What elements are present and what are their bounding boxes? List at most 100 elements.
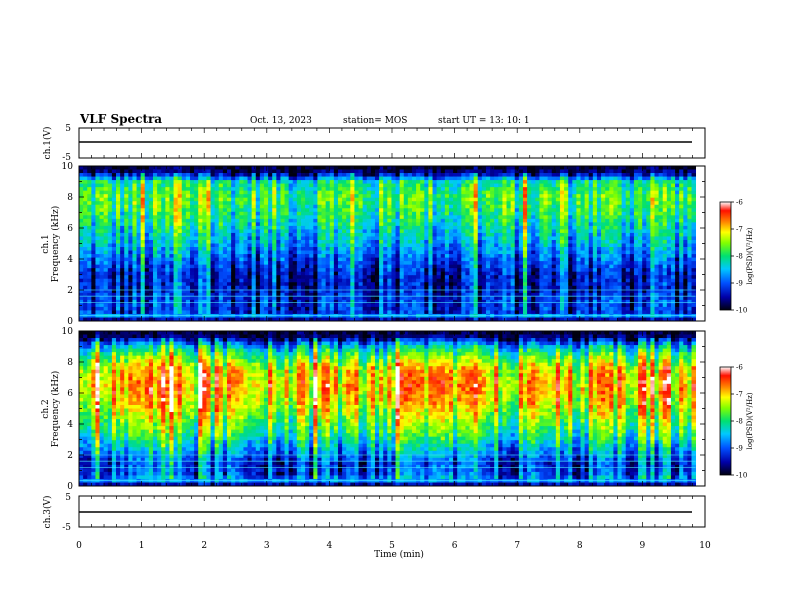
spectrogram-cell [370, 254, 376, 258]
spectrogram-cell [432, 243, 438, 248]
spectrogram-cell [424, 187, 429, 192]
spectrogram-cell [185, 278, 191, 283]
spectrogram-cell [662, 229, 668, 234]
spectrogram-cell [555, 278, 561, 283]
spectrogram-cell [185, 257, 191, 262]
spectrogram-cell [654, 208, 660, 213]
spectrogram-cell [276, 250, 281, 255]
spectrogram-cell [522, 243, 528, 248]
spectrogram-cell [239, 243, 244, 248]
spectrogram-cell [103, 282, 109, 287]
spectrogram-cell [547, 239, 553, 244]
spectrogram-cell [346, 232, 351, 237]
spectrogram-cell [633, 204, 639, 209]
spectrogram-cell [235, 211, 240, 216]
spectrogram-cell [120, 282, 125, 287]
spectrogram-cell [584, 225, 590, 230]
spectrogram-cell [601, 257, 606, 262]
spectrogram-cell [325, 183, 331, 188]
spectrogram-cell [313, 271, 318, 276]
spectrogram-cell [144, 264, 150, 269]
spectrogram-cell [448, 264, 454, 269]
spectrogram-cell [407, 254, 413, 258]
spectrogram-cell [210, 197, 216, 202]
spectrogram-cell [654, 232, 660, 237]
spectrogram-cell [305, 204, 310, 209]
spectrogram-cell [407, 257, 413, 262]
spectrogram-cell [157, 243, 162, 248]
spectrogram-cell [79, 243, 84, 248]
spectrogram-cell [592, 247, 598, 251]
spectrogram-cell [185, 232, 191, 237]
spectrogram-cell [420, 275, 425, 280]
spectrogram-cell [333, 264, 339, 269]
spectrogram-cell [531, 257, 536, 262]
spectrogram-cell [107, 201, 113, 206]
spectrogram-cell [136, 218, 142, 223]
spectrogram-cell [605, 243, 610, 248]
spectrogram-cell [251, 194, 257, 199]
spectrogram-cell [379, 247, 384, 251]
spectrogram-cell [226, 257, 232, 262]
spectrogram-cell [181, 166, 187, 170]
spectrogram-cell [428, 187, 433, 192]
spectrogram-cell [646, 187, 651, 192]
spectrogram-cell [144, 229, 150, 234]
spectrogram-cell [263, 218, 269, 223]
spectrogram-cell [95, 254, 100, 258]
spectrogram-cell [185, 169, 191, 174]
spectrogram-cell [633, 247, 639, 251]
spectrogram-cell [514, 275, 520, 280]
spectrogram-cell [592, 169, 598, 174]
spectrogram-cell [440, 201, 446, 206]
spectrogram-cell [457, 166, 462, 170]
spectrogram-cell [453, 232, 458, 237]
spectrogram-cell [625, 225, 631, 230]
spectrogram-cell [691, 271, 697, 276]
spectrogram-cell [185, 222, 191, 227]
spectrogram-cell [247, 275, 253, 280]
spectrogram-cell [120, 194, 125, 199]
spectrogram-cell [243, 236, 248, 241]
spectrogram-cell [514, 261, 520, 266]
spectrogram-cell [366, 275, 372, 280]
spectrogram-cell [169, 218, 174, 223]
spectrogram-cell [136, 225, 142, 230]
spectrogram-cell [576, 247, 581, 251]
spectrogram-cell [226, 271, 232, 276]
spectrogram-cell [321, 173, 327, 177]
spectrogram-cell [609, 271, 614, 276]
spectrogram-cell [255, 173, 261, 177]
spectrogram-cell [675, 268, 680, 273]
spectrogram-cell [346, 243, 351, 248]
spectrogram-cell [675, 264, 680, 269]
spectrogram-cell [284, 190, 290, 195]
spectrogram-cell [679, 275, 684, 280]
spectrogram-cell [214, 222, 220, 227]
spectrogram-cell [539, 229, 544, 234]
spectrogram-cell [621, 239, 627, 244]
spectrogram-cell [473, 268, 479, 273]
spectrogram-cell [572, 225, 577, 230]
spectrogram-cell [424, 173, 429, 177]
spectrogram-cell [383, 239, 388, 244]
spectrogram-cell [424, 201, 429, 206]
spectrogram-cell [642, 264, 647, 269]
spectrogram-cell [218, 275, 224, 280]
spectrogram-cell [629, 236, 635, 241]
spectrogram-cell [288, 180, 294, 185]
spectrogram-cell [169, 257, 174, 262]
spectrogram-cell [239, 225, 244, 230]
spectrogram-cell [411, 176, 417, 181]
spectrogram-cell [580, 236, 586, 241]
spectrogram-cell [305, 194, 310, 199]
spectrogram-cell [387, 183, 392, 188]
spectrogram-cell [350, 250, 355, 255]
spectrogram-cell [239, 201, 244, 206]
spectrogram-cell [202, 261, 207, 266]
spectrogram-cell [625, 239, 631, 244]
spectrogram-cell [514, 204, 520, 209]
spectrogram-cell [584, 218, 590, 223]
spectrogram-cell [679, 176, 684, 181]
spectrogram-cell [432, 250, 438, 255]
